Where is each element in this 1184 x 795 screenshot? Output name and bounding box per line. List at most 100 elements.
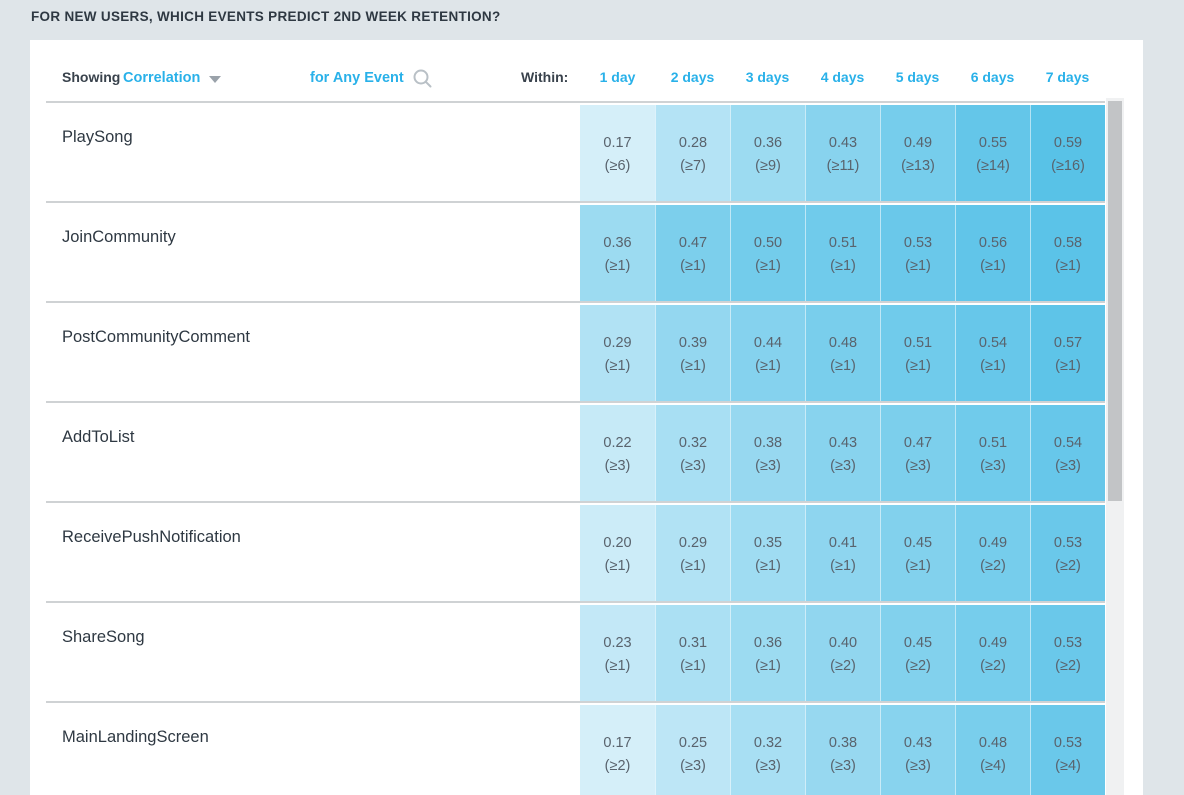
heatmap-cell[interactable]: 0.32 (≥3) bbox=[730, 705, 805, 795]
row-cells: 0.29 (≥1) 0.39 (≥1) 0.44 (≥1) 0.48 (≥1) 0.51 (≥1)… bbox=[580, 305, 1105, 401]
search-icon bbox=[412, 68, 433, 89]
heatmap-cell[interactable]: 0.40 (≥2) bbox=[805, 605, 880, 701]
heatmap-cell[interactable]: 0.48 (≥1) bbox=[805, 305, 880, 401]
cell-correlation-value: 0.44 bbox=[753, 335, 783, 351]
cell-threshold-value: (≥1) bbox=[680, 558, 706, 574]
cell-correlation-value: 0.45 bbox=[903, 635, 933, 651]
cell-correlation-value: 0.41 bbox=[828, 535, 858, 551]
column-header-3-days[interactable]: 3 days bbox=[745, 69, 790, 85]
heatmap-cell[interactable]: 0.20 (≥1) bbox=[580, 505, 655, 601]
cell-threshold-value: (≥3) bbox=[1055, 458, 1081, 474]
heatmap-cell[interactable]: 0.32 (≥3) bbox=[655, 405, 730, 501]
cell-correlation-value: 0.51 bbox=[903, 335, 933, 351]
heatmap-cell[interactable]: 0.28 (≥7) bbox=[655, 105, 730, 201]
heatmap-cell[interactable]: 0.36 (≥1) bbox=[730, 605, 805, 701]
heatmap-cell[interactable]: 0.31 (≥1) bbox=[655, 605, 730, 701]
heatmap-cell[interactable]: 0.45 (≥2) bbox=[880, 605, 955, 701]
column-header-6-days[interactable]: 6 days bbox=[970, 69, 1015, 85]
column-header-2-days[interactable]: 2 days bbox=[670, 69, 715, 85]
column-header-4-days[interactable]: 4 days bbox=[820, 69, 865, 85]
cell-correlation-value: 0.25 bbox=[678, 735, 708, 751]
cell-correlation-value: 0.36 bbox=[603, 235, 632, 251]
heatmap-cell[interactable]: 0.57 (≥1) bbox=[1030, 305, 1105, 401]
heatmap-cell[interactable]: 0.55 (≥14) bbox=[955, 105, 1030, 201]
heatmap-cell[interactable]: 0.53 (≥2) bbox=[1030, 605, 1105, 701]
cell-threshold-value: (≥3) bbox=[905, 758, 931, 774]
event-filter-label: for Any Event bbox=[310, 70, 404, 86]
heatmap-cell[interactable]: 0.35 (≥1) bbox=[730, 505, 805, 601]
chevron-down-icon bbox=[209, 75, 222, 83]
heatmap-cell[interactable]: 0.17 (≥6) bbox=[580, 105, 655, 201]
heatmap-cell[interactable]: 0.53 (≥4) bbox=[1030, 705, 1105, 795]
heatmap-cell[interactable]: 0.51 (≥1) bbox=[805, 205, 880, 301]
heatmap-cell[interactable]: 0.48 (≥4) bbox=[955, 705, 1030, 795]
cell-threshold-value: (≥11) bbox=[826, 158, 860, 174]
metric-dropdown-label: Correlation bbox=[123, 70, 201, 86]
heatmap-cell[interactable]: 0.54 (≥3) bbox=[1030, 405, 1105, 501]
column-header-1-day[interactable]: 1 day bbox=[599, 69, 636, 85]
cell-correlation-value: 0.59 bbox=[1053, 135, 1083, 151]
cell-correlation-value: 0.53 bbox=[1053, 735, 1083, 751]
cell-threshold-value: (≥1) bbox=[980, 258, 1006, 274]
heatmap-cell[interactable]: 0.43 (≥11) bbox=[805, 105, 880, 201]
cell-threshold-value: (≥1) bbox=[604, 358, 631, 374]
heatmap-cell[interactable]: 0.49 (≥2) bbox=[955, 605, 1030, 701]
heatmap-cell[interactable]: 0.17 (≥2) bbox=[580, 705, 655, 795]
column-header-7-days[interactable]: 7 days bbox=[1045, 69, 1090, 85]
heatmap-cell[interactable]: 0.59 (≥16) bbox=[1030, 105, 1105, 201]
heatmap-cell[interactable]: 0.41 (≥1) bbox=[805, 505, 880, 601]
cell-correlation-value: 0.43 bbox=[903, 735, 933, 751]
scrollbar-thumb[interactable] bbox=[1108, 101, 1122, 501]
cell-threshold-value: (≥2) bbox=[1055, 658, 1081, 674]
heatmap-cell[interactable]: 0.49 (≥13) bbox=[880, 105, 955, 201]
heatmap-cell[interactable]: 0.45 (≥1) bbox=[880, 505, 955, 601]
heatmap-cell[interactable]: 0.22 (≥3) bbox=[580, 405, 655, 501]
cell-correlation-value: 0.40 bbox=[828, 635, 858, 651]
heatmap-cell[interactable]: 0.39 (≥1) bbox=[655, 305, 730, 401]
heatmap-cell[interactable]: 0.36 (≥1) bbox=[580, 205, 655, 301]
heatmap-cell[interactable]: 0.53 (≥2) bbox=[1030, 505, 1105, 601]
heatmap-cell[interactable]: 0.36 (≥9) bbox=[730, 105, 805, 201]
heatmap-cell[interactable]: 0.29 (≥1) bbox=[580, 305, 655, 401]
column-header-5-days[interactable]: 5 days bbox=[895, 69, 940, 85]
row-cells: 0.17 (≥2) 0.25 (≥3) 0.32 (≥3) 0.38 (≥3) 0.43 (≥3)… bbox=[580, 705, 1105, 795]
cell-threshold-value: (≥2) bbox=[905, 658, 931, 674]
heatmap-cell[interactable]: 0.56 (≥1) bbox=[955, 205, 1030, 301]
cell-correlation-value: 0.32 bbox=[678, 435, 708, 451]
cell-correlation-value: 0.17 bbox=[603, 735, 632, 751]
table-row: ReceivePushNotification 0.20 (≥1) 0.29 (≥1) 0… bbox=[30, 503, 1143, 603]
heatmap-cell[interactable]: 0.43 (≥3) bbox=[805, 405, 880, 501]
row-cells: 0.22 (≥3) 0.32 (≥3) 0.38 (≥3) 0.43 (≥3) 0.47 (≥3)… bbox=[580, 405, 1105, 501]
heatmap-cell[interactable]: 0.49 (≥2) bbox=[955, 505, 1030, 601]
cell-correlation-value: 0.38 bbox=[753, 435, 783, 451]
event-row-label: AddToList bbox=[62, 428, 135, 446]
heatmap-cell[interactable]: 0.47 (≥3) bbox=[880, 405, 955, 501]
heatmap-cell[interactable]: 0.47 (≥1) bbox=[655, 205, 730, 301]
heatmap-cell[interactable]: 0.38 (≥3) bbox=[805, 705, 880, 795]
cell-correlation-value: 0.53 bbox=[1053, 635, 1083, 651]
heatmap-cell[interactable]: 0.38 (≥3) bbox=[730, 405, 805, 501]
metric-dropdown[interactable]: Correlation bbox=[123, 66, 222, 90]
cell-threshold-value: (≥4) bbox=[980, 758, 1006, 774]
heatmap-cell[interactable]: 0.50 (≥1) bbox=[730, 205, 805, 301]
heatmap-cell[interactable]: 0.51 (≥3) bbox=[955, 405, 1030, 501]
row-divider bbox=[46, 401, 1105, 403]
event-row-label: JoinCommunity bbox=[62, 228, 176, 246]
cell-threshold-value: (≥2) bbox=[1055, 558, 1081, 574]
heatmap-cell[interactable]: 0.51 (≥1) bbox=[880, 305, 955, 401]
scrollbar-track[interactable] bbox=[1106, 98, 1124, 795]
cell-threshold-value: (≥1) bbox=[680, 258, 706, 274]
heatmap-table: PlaySong 0.17 (≥6) 0.28 (≥7) 0.36 (≥9) 0.43 (≥11… bbox=[30, 103, 1143, 795]
cell-correlation-value: 0.49 bbox=[978, 535, 1008, 551]
heatmap-cell[interactable]: 0.25 (≥3) bbox=[655, 705, 730, 795]
row-cells: 0.36 (≥1) 0.47 (≥1) 0.50 (≥1) 0.51 (≥1) 0.53 (≥1)… bbox=[580, 205, 1105, 301]
heatmap-cell[interactable]: 0.44 (≥1) bbox=[730, 305, 805, 401]
heatmap-cell[interactable]: 0.58 (≥1) bbox=[1030, 205, 1105, 301]
event-filter-button[interactable]: for Any Event bbox=[310, 66, 433, 90]
heatmap-cell[interactable]: 0.29 (≥1) bbox=[655, 505, 730, 601]
cell-correlation-value: 0.20 bbox=[603, 535, 632, 551]
heatmap-cell[interactable]: 0.53 (≥1) bbox=[880, 205, 955, 301]
heatmap-cell[interactable]: 0.54 (≥1) bbox=[955, 305, 1030, 401]
heatmap-cell[interactable]: 0.43 (≥3) bbox=[880, 705, 955, 795]
heatmap-cell[interactable]: 0.23 (≥1) bbox=[580, 605, 655, 701]
